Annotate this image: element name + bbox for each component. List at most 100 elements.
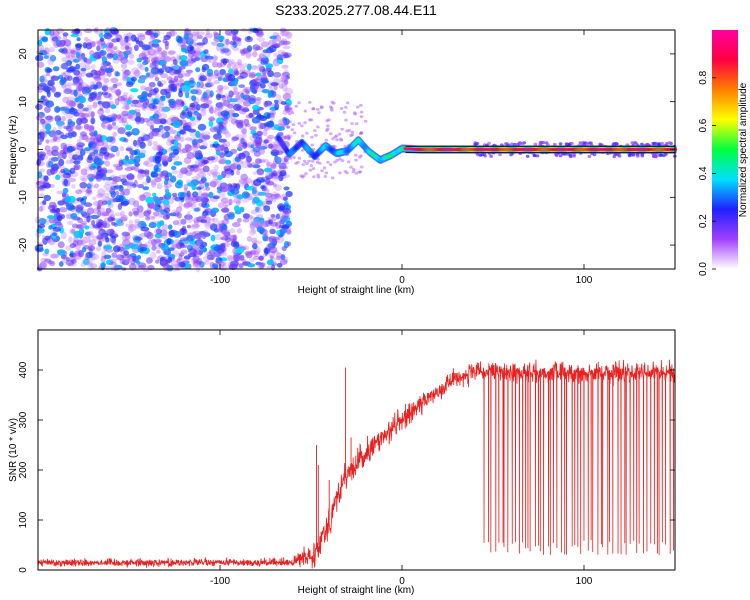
heatmap-cell: [155, 156, 161, 164]
heatmap-cell: [266, 181, 275, 186]
heatmap-cell: [145, 30, 154, 35]
heatmap-cell: [276, 230, 281, 236]
heatmap-cell: [200, 197, 209, 203]
heatmap-cell: [234, 205, 240, 212]
heatmap-cell: [131, 128, 140, 136]
heatmap-cell: [200, 193, 209, 199]
heatmap-cell: [161, 154, 170, 162]
heatmap-cell: [255, 158, 262, 164]
heatmap-cell: [37, 137, 44, 143]
heatmap-cell: [66, 145, 74, 153]
heatmap-cell: [220, 143, 228, 149]
heatmap-cell: [146, 138, 153, 143]
heatmap-cell: [195, 207, 201, 212]
heatmap-cell: [274, 156, 282, 165]
heatmap-cell: [156, 97, 163, 104]
heatmap-cell: [122, 71, 129, 79]
heatmap-cell: [305, 162, 309, 165]
heatmap-cell: [205, 89, 211, 94]
heatmap-cell: [60, 231, 67, 240]
heatmap-cell: [489, 154, 493, 158]
heatmap-cell: [478, 153, 483, 157]
heatmap-cell: [172, 220, 179, 226]
heatmap-cell: [286, 229, 292, 235]
heatmap-cell: [46, 68, 53, 73]
heatmap-cell: [160, 108, 168, 113]
heatmap-cell: [241, 245, 250, 251]
heatmap-cell: [101, 91, 109, 96]
heatmap-cell: [316, 107, 320, 111]
heatmap-cell: [251, 116, 261, 124]
heatmap-cell: [139, 76, 145, 84]
heatmap-cell: [271, 176, 280, 181]
heatmap-cell: [266, 144, 276, 149]
heatmap-cell: [281, 245, 287, 252]
heatmap-cell: [570, 141, 574, 146]
heatmap-cell: [264, 167, 273, 173]
heatmap-cell: [200, 108, 207, 117]
heatmap-cell: [216, 62, 223, 68]
heatmap-cell: [235, 94, 241, 101]
heatmap-cell: [333, 160, 337, 164]
heatmap-cell: [245, 123, 251, 128]
heatmap-cell: [320, 169, 324, 173]
heatmap-cell: [177, 191, 186, 198]
heatmap-cell: [93, 76, 102, 81]
heatmap-cell: [228, 263, 238, 271]
heatmap-cell: [150, 171, 159, 178]
heatmap-cell: [121, 120, 129, 127]
heatmap-cell: [224, 168, 233, 175]
heatmap-cell: [100, 262, 106, 268]
heatmap-cell: [278, 162, 287, 169]
heatmap-cell: [283, 196, 288, 202]
heatmap-cell: [158, 52, 166, 60]
heatmap-cell: [215, 89, 223, 93]
heatmap-cell: [173, 151, 179, 156]
heatmap-cell: [242, 106, 249, 113]
heatmap-cell: [100, 40, 106, 47]
colorbar-tick-label: 0.2: [698, 214, 709, 228]
heatmap-cell: [45, 130, 51, 135]
heatmap-cell: [154, 76, 160, 82]
heatmap-cell: [122, 188, 131, 196]
heatmap-cell: [130, 243, 139, 250]
heatmap-cell: [221, 231, 228, 236]
heatmap-cell: [233, 103, 242, 111]
heatmap-cell: [222, 171, 232, 176]
heatmap-cell: [90, 214, 100, 220]
heatmap-cell: [284, 213, 289, 219]
heatmap-cell: [282, 45, 291, 50]
heatmap-cell: [155, 206, 160, 211]
heatmap-cell: [92, 137, 101, 144]
heatmap-cell: [148, 203, 154, 209]
heatmap-cell: [104, 108, 111, 114]
heatmap-cell: [208, 117, 216, 122]
heatmap-cell: [102, 196, 111, 202]
heatmap-cell: [177, 174, 184, 179]
heatmap-cell: [215, 257, 223, 264]
heatmap-cell: [62, 172, 71, 179]
heatmap-cell: [349, 165, 353, 169]
heatmap-cell: [114, 70, 119, 77]
heatmap-cell: [90, 111, 95, 118]
heatmap-cell: [194, 152, 203, 160]
heatmap-cell: [205, 82, 212, 88]
heatmap-cell: [253, 151, 261, 157]
heatmap-cell: [222, 207, 228, 211]
heatmap-cell: [152, 40, 159, 45]
heatmap-cell: [196, 258, 203, 265]
heatmap-cell: [43, 47, 50, 55]
heatmap-cell: [80, 209, 89, 216]
heatmap-cell: [121, 105, 131, 110]
heatmap-cell: [47, 54, 55, 62]
heatmap-cell: [163, 125, 171, 131]
heatmap-cell: [228, 68, 234, 75]
heatmap-cell: [74, 125, 84, 131]
heatmap-cell: [153, 238, 162, 243]
heatmap-cell: [232, 36, 241, 42]
heatmap-cell: [286, 125, 290, 129]
heatmap-cell: [252, 50, 258, 58]
heatmap-cell: [188, 252, 197, 258]
heatmap-cell: [258, 71, 264, 79]
heatmap-cell: [137, 62, 143, 69]
